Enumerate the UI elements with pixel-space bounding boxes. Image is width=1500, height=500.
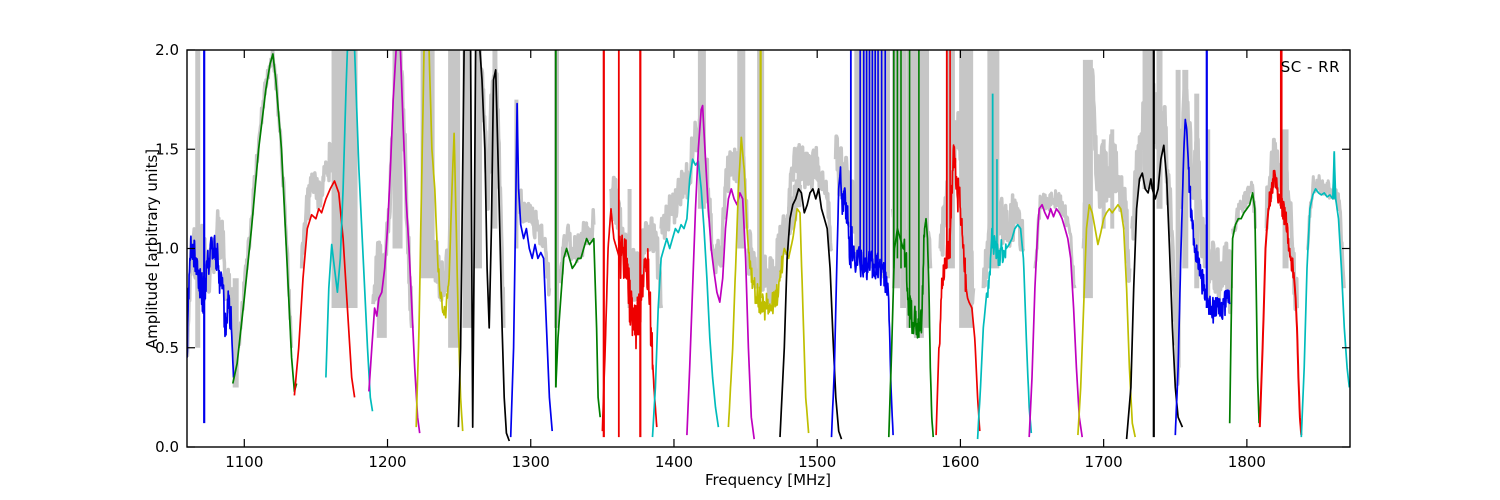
y-tick-label: 0.5 [155, 339, 179, 357]
x-tick-label: 1800 [1228, 453, 1266, 471]
band-19-magenta [1028, 203, 1084, 438]
y-tick-label: 1.5 [155, 140, 179, 158]
band-13-yellow [727, 136, 810, 434]
band-12-magenta [686, 104, 756, 440]
raw-gray-1465 [746, 161, 802, 305]
raw-gray-1665 [1033, 189, 1077, 289]
band-03-red [293, 180, 356, 398]
raw-gray-1150 [299, 141, 343, 269]
raw-gray-1770 [1177, 87, 1234, 315]
band-23-green [1228, 192, 1260, 424]
raw-gray-1300 [514, 181, 552, 297]
band-22-blue [1174, 118, 1231, 436]
raw-gray-1798 [1231, 180, 1257, 235]
band-14-black [779, 188, 843, 440]
band-08-blue [509, 102, 554, 438]
x-tick-label: 1300 [512, 453, 550, 471]
raw-gray-1335 [557, 207, 596, 284]
plot-annotation: SC - RR [1280, 58, 1340, 76]
x-tick-label: 1200 [368, 453, 406, 471]
x-tick-label: 1500 [798, 453, 836, 471]
y-tick-label: 2.0 [155, 41, 179, 59]
band-15-blue [830, 166, 894, 438]
raw-gray-1495 [785, 143, 834, 252]
x-axis-label: Frequency [MHz] [704, 471, 832, 489]
raw-gray-1700 [1081, 67, 1132, 283]
band-18-cyan [976, 223, 1033, 440]
x-tick-label: 1400 [655, 453, 693, 471]
band-01-blue [187, 234, 235, 378]
band-05-magenta [368, 50, 421, 434]
band-10-red [601, 207, 658, 432]
raw-gray-1405 [659, 117, 715, 252]
band-09-green [554, 237, 602, 418]
band-25-cyan [1300, 152, 1350, 438]
y-tick-label: 0.0 [155, 438, 179, 456]
raw-gray-1735 [1130, 59, 1181, 387]
x-tick-label: 1100 [225, 453, 263, 471]
band-06-yellow [415, 50, 464, 432]
band-20-yellow [1077, 203, 1137, 438]
band-04-cyan [325, 50, 374, 412]
x-tick-label: 1600 [941, 453, 979, 471]
raw-gray-1440 [712, 147, 749, 275]
raw-gray-1630 [981, 170, 1026, 289]
band-02-green [231, 53, 298, 393]
band-07-black [457, 50, 511, 442]
y-axis-label: Amplitude [arbitrary units] [143, 148, 161, 350]
band-11-cyan [651, 158, 720, 438]
x-tick-label: 1700 [1085, 453, 1123, 471]
y-tick-label: 1.0 [155, 240, 179, 258]
band-17-red [935, 144, 981, 436]
